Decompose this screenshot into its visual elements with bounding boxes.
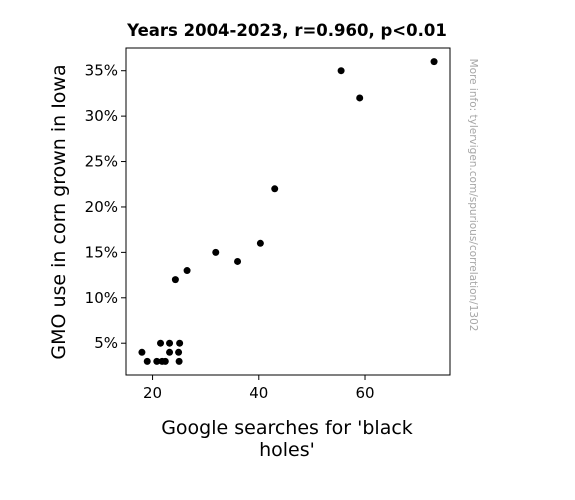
chart-title: Years 2004-2023, r=0.960, p<0.01 bbox=[126, 21, 447, 40]
x-tick-label: 20 bbox=[143, 384, 162, 402]
data-point bbox=[138, 349, 145, 356]
data-point bbox=[212, 249, 219, 256]
data-point bbox=[234, 258, 241, 265]
data-point bbox=[338, 67, 345, 74]
data-point bbox=[184, 267, 191, 274]
y-tick-label: 10% bbox=[85, 289, 118, 307]
data-point bbox=[166, 340, 173, 347]
y-axis: 5% 10% 15% 20% 25% 30% 35% bbox=[85, 62, 126, 353]
x-axis-label-line-1: Google searches for 'black bbox=[161, 417, 413, 439]
x-tick-label: 40 bbox=[249, 384, 268, 402]
data-point bbox=[257, 240, 264, 247]
y-tick-label: 35% bbox=[85, 62, 118, 80]
y-tick-label: 20% bbox=[85, 198, 118, 216]
y-tick-label: 25% bbox=[85, 153, 118, 171]
source-note: More info: tylervigen.com/spurious/corre… bbox=[467, 59, 479, 332]
data-point bbox=[431, 58, 438, 65]
data-point bbox=[162, 358, 169, 365]
data-point bbox=[172, 276, 179, 283]
data-point bbox=[166, 349, 173, 356]
y-tick-label: 5% bbox=[94, 334, 118, 352]
y-tick-label: 30% bbox=[85, 107, 118, 125]
y-tick-label: 15% bbox=[85, 243, 118, 261]
data-point bbox=[176, 340, 183, 347]
x-axis-label-line-2: holes' bbox=[259, 439, 315, 461]
scatter-points bbox=[138, 58, 437, 365]
data-point bbox=[176, 358, 183, 365]
x-tick-label: 60 bbox=[355, 384, 374, 402]
plot-area-frame bbox=[126, 48, 450, 375]
y-axis-label: GMO use in corn grown in Iowa bbox=[48, 64, 70, 359]
data-point bbox=[271, 185, 278, 192]
data-point bbox=[356, 94, 363, 101]
data-point bbox=[144, 358, 151, 365]
data-point bbox=[175, 349, 182, 356]
x-axis: 20 40 60 bbox=[143, 375, 375, 402]
data-point bbox=[157, 340, 164, 347]
